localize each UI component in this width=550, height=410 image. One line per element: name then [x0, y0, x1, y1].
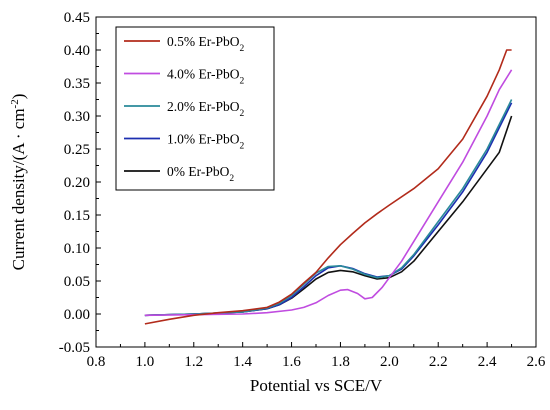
y-tick-label: 0.25 [64, 142, 90, 158]
y-tick-label: 0.00 [64, 307, 90, 323]
legend-label: 4.0% Er-PbO2 [167, 67, 244, 87]
legend-label: 1.0% Er-PbO2 [167, 132, 244, 152]
y-axis-title: Current density/(A · cm-2) [9, 94, 28, 271]
legend-label-main: 2.0% Er-PbO [167, 99, 240, 114]
legend-label: 0.5% Er-PbO2 [167, 34, 244, 54]
legend-label-sub: 2 [229, 174, 234, 184]
x-axis-title: Potential vs SCE/V [250, 376, 383, 395]
x-tick-label: 1.8 [331, 354, 350, 370]
x-tick-label: 2.2 [429, 354, 448, 370]
legend-label: 0% Er-PbO2 [167, 164, 234, 184]
y-tick-label: 0.30 [64, 109, 90, 125]
axis-ticks: 0.8 1.0 1.2 1.4 1.6 1.8 2.0 2.2 2.4 2.6 -0.05 0.00 0… [59, 10, 546, 370]
legend-label-sub: 2 [239, 77, 244, 87]
legend-label: 2.0% Er-PbO2 [167, 99, 244, 119]
x-tick-label: 1.2 [184, 354, 203, 370]
legend-box [115, 26, 275, 191]
y-tick-label: 0.20 [64, 175, 90, 191]
x-tick-label: 2.6 [527, 354, 546, 370]
y-tick-label: 0.45 [64, 10, 90, 26]
legend-label-sub: 2 [239, 142, 244, 152]
legend-label-sub: 2 [239, 109, 244, 119]
x-tick-label: 0.8 [87, 354, 106, 370]
y-tick-label: 0.15 [64, 208, 90, 224]
legend-label-sub: 2 [239, 44, 244, 54]
y-axis-title-main: Current density/(A · cm [9, 108, 28, 270]
x-tick-label: 2.4 [478, 354, 497, 370]
legend-label-main: 4.0% Er-PbO [167, 67, 240, 82]
y-axis-title-sup: -2 [9, 99, 21, 108]
series-line-1 [144, 69, 513, 317]
y-tick-label: -0.05 [59, 340, 90, 356]
x-tick-label: 2.0 [380, 354, 399, 370]
x-tick-label: 1.6 [282, 354, 301, 370]
series-layer [144, 49, 513, 325]
y-axis-title-end: ) [9, 94, 28, 100]
x-tick-label: 1.0 [136, 354, 155, 370]
legend-label-main: 1.0% Er-PbO [167, 132, 240, 147]
y-tick-label: 0.10 [64, 241, 90, 257]
y-tick-label: 0.05 [64, 274, 90, 290]
y-tick-label: 0.35 [64, 76, 90, 92]
y-tick-label: 0.40 [64, 43, 90, 59]
legend-label-main: 0.5% Er-PbO [167, 34, 240, 49]
x-tick-label: 1.4 [233, 354, 252, 370]
series-line-0 [144, 49, 512, 325]
legend-label-main: 0% Er-PbO [167, 164, 230, 179]
